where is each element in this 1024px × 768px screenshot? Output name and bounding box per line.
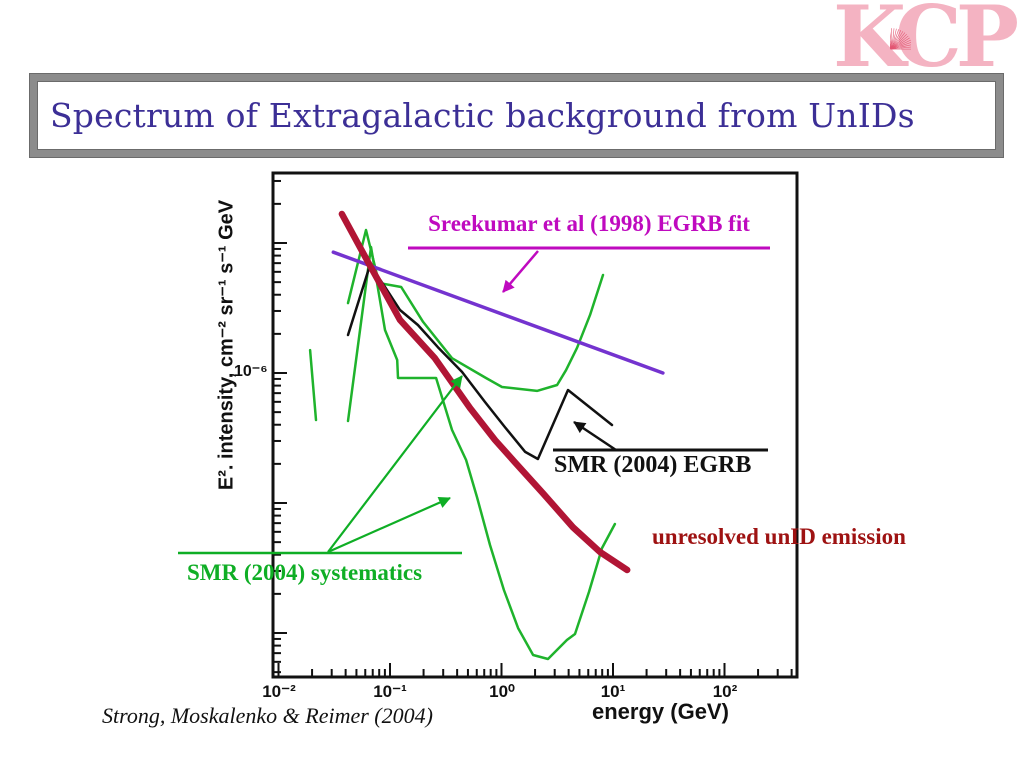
data-series — [308, 210, 665, 661]
starburst-ray — [890, 42, 893, 50]
series-unresolved-unid — [338, 210, 631, 574]
starburst-ray — [891, 29, 899, 50]
annotation-sreekumar-label: Sreekumar et al (1998) EGRB fit — [428, 211, 750, 236]
series-sreekumar-fit — [331, 250, 665, 375]
y-axis-title: E². intensity, cm⁻² sr⁻¹ s⁻¹ GeV — [215, 199, 238, 491]
x-tick-label-1e2: 10² — [712, 682, 738, 701]
page-title: Spectrum of Extragalactic background fro… — [50, 96, 915, 135]
starburst-ray — [891, 31, 904, 50]
starburst-ray — [890, 45, 893, 50]
y-tick-label: 10⁻⁶ — [234, 363, 268, 380]
smr-egrb-arrow — [573, 420, 617, 452]
smr-systematics-arrow-lower — [327, 496, 451, 554]
starburst-ray — [890, 31, 893, 50]
x-tick-label-1e-1: 10⁻¹ — [373, 682, 407, 701]
starburst-ray — [891, 28, 895, 50]
x-axis-title: energy (GeV) — [592, 699, 729, 724]
series-systematics-lowE-fragment — [308, 348, 318, 422]
x-tick-label-1e1: 10¹ — [600, 682, 626, 701]
starburst-ray — [891, 30, 902, 50]
x-tick-label-1e0: 10⁰ — [489, 682, 515, 701]
starburst-ray — [891, 33, 907, 50]
title-box: Spectrum of Extragalactic background fro… — [29, 73, 1004, 158]
kicp-logo: K C P — [833, 0, 1019, 86]
annotation-smr-egrb-label: SMR (2004) EGRB — [554, 452, 752, 478]
starburst-ray — [891, 35, 909, 50]
sreekumar-arrow — [502, 250, 539, 293]
logo-letter-p: P — [955, 0, 1019, 86]
starburst-ray — [891, 28, 897, 50]
logo-letter-k: K — [833, 0, 906, 86]
starburst-ray — [891, 44, 911, 50]
annotation-unresolved-label: unresolved unID emission — [652, 524, 906, 549]
starburst-ray — [891, 32, 906, 50]
x-tick-label-1e-2: 10⁻² — [262, 682, 296, 701]
annotation-lines — [178, 246, 770, 555]
starburst-ray — [890, 39, 893, 50]
axis-ticks — [273, 179, 793, 677]
smr-systematics-arrow-upper — [327, 375, 463, 553]
logo-letter-c: C — [894, 0, 962, 86]
starburst-ray — [892, 46, 911, 50]
starburst-ray — [891, 42, 911, 50]
starburst-ray — [890, 44, 893, 50]
citation: Strong, Moskalenko & Reimer (2004) — [102, 703, 433, 728]
series-systematics-lower — [346, 245, 617, 661]
starburst-ray — [891, 39, 911, 50]
annotation-smr-systematics-label: SMR (2004) systematics — [187, 560, 423, 585]
starburst-ray — [891, 37, 910, 50]
starburst-icon — [890, 28, 911, 50]
